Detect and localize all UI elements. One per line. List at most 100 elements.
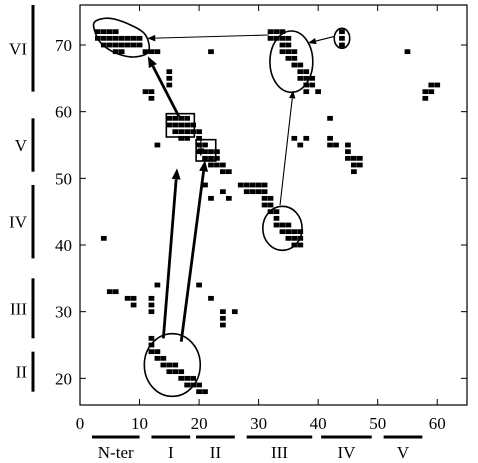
data-point-27 <box>166 82 173 88</box>
data-point-17 <box>130 42 137 48</box>
data-point-108 <box>291 55 298 61</box>
data-point-123 <box>404 49 411 55</box>
data-point-77 <box>267 195 274 201</box>
data-point-143 <box>327 115 333 121</box>
data-point-4 <box>95 35 101 41</box>
data-point-42 <box>184 129 191 135</box>
data-point-56 <box>208 155 214 161</box>
y-tick-label-30: 30 <box>55 303 72 322</box>
data-point-112 <box>303 69 310 75</box>
arrow-head-3 <box>197 148 205 157</box>
data-point-156 <box>220 309 226 315</box>
x-segments: N-ter I II III IV V <box>91 435 423 462</box>
data-point-49 <box>196 142 202 148</box>
data-point-166 <box>160 362 167 368</box>
data-point-142 <box>351 169 357 175</box>
data-point-110 <box>297 62 304 68</box>
data-point-178 <box>196 389 202 395</box>
y-segment-label-3: III <box>10 299 27 318</box>
data-point-60 <box>220 162 226 168</box>
data-point-91 <box>291 235 298 241</box>
data-point-120 <box>339 29 345 35</box>
data-point-33 <box>178 115 185 121</box>
data-point-167 <box>166 362 173 368</box>
data-point-174 <box>190 375 196 381</box>
data-point-147 <box>124 295 131 301</box>
data-point-64 <box>220 189 226 195</box>
data-point-116 <box>303 82 310 88</box>
data-point-70 <box>255 182 262 188</box>
data-point-151 <box>148 302 155 308</box>
data-point-35 <box>166 122 173 128</box>
data-point-137 <box>345 155 351 161</box>
data-point-106 <box>291 49 298 55</box>
data-point-79 <box>267 202 274 208</box>
data-point-161 <box>148 342 155 348</box>
data-point-149 <box>130 302 137 308</box>
data-point-47 <box>196 135 202 141</box>
data-point-160 <box>148 335 155 341</box>
arrow-line-6 <box>279 98 293 206</box>
x-tick-label-30: 30 <box>250 414 267 433</box>
data-point-61 <box>220 169 226 175</box>
data-point-31 <box>166 115 173 121</box>
data-point-16 <box>124 42 131 48</box>
x-tick-label-20: 20 <box>191 414 208 433</box>
data-point-7 <box>112 35 119 41</box>
data-point-169 <box>166 369 173 375</box>
data-point-129 <box>291 135 298 141</box>
data-point-138 <box>351 155 357 161</box>
data-point-20 <box>118 49 125 55</box>
data-point-1 <box>100 29 107 35</box>
data-point-86 <box>279 229 286 235</box>
y-axis: 20 30 40 50 60 70 <box>55 36 467 388</box>
data-point-67 <box>237 182 244 188</box>
data-point-159 <box>231 309 238 315</box>
data-point-175 <box>184 382 191 388</box>
data-point-155 <box>208 295 214 301</box>
data-point-53 <box>208 149 214 155</box>
data-point-87 <box>285 229 292 235</box>
data-point-58 <box>208 162 214 168</box>
data-point-119 <box>315 89 322 95</box>
data-point-154 <box>196 282 202 288</box>
x-tick-label-40: 40 <box>310 414 327 433</box>
arrow-head-1 <box>199 160 209 172</box>
data-point-46 <box>184 135 191 141</box>
x-axis: 0 10 20 30 40 50 60 <box>76 5 446 433</box>
highlight-circle-2 <box>269 30 314 94</box>
data-point-9 <box>124 35 131 41</box>
data-point-153 <box>154 282 161 288</box>
data-point-139 <box>356 155 363 161</box>
arrow-head-5 <box>308 37 317 45</box>
data-point-71 <box>261 182 268 188</box>
y-segment-label-0: VI <box>9 39 27 58</box>
data-point-135 <box>345 142 351 148</box>
data-point-157 <box>220 315 226 321</box>
data-point-45 <box>178 135 185 141</box>
data-point-93 <box>291 242 298 248</box>
x-tick-label-60: 60 <box>429 414 446 433</box>
data-point-13 <box>106 42 113 48</box>
data-point-18 <box>136 42 143 48</box>
data-point-96 <box>273 29 280 35</box>
data-point-80 <box>267 209 274 215</box>
data-point-29 <box>148 89 155 95</box>
data-point-21 <box>142 49 149 55</box>
data-point-36 <box>172 122 179 128</box>
data-point-75 <box>261 189 268 195</box>
data-point-34 <box>184 115 191 121</box>
data-point-38 <box>184 122 191 128</box>
data-point-14 <box>112 42 119 48</box>
data-point-2 <box>106 29 113 35</box>
data-point-141 <box>356 162 363 168</box>
x-segment-label-2: II <box>210 443 222 462</box>
data-point-132 <box>327 135 333 141</box>
y-segment-label-4: II <box>16 363 28 382</box>
data-point-37 <box>178 122 185 128</box>
data-point-152 <box>148 309 155 315</box>
data-point-168 <box>172 362 179 368</box>
data-point-94 <box>297 242 304 248</box>
